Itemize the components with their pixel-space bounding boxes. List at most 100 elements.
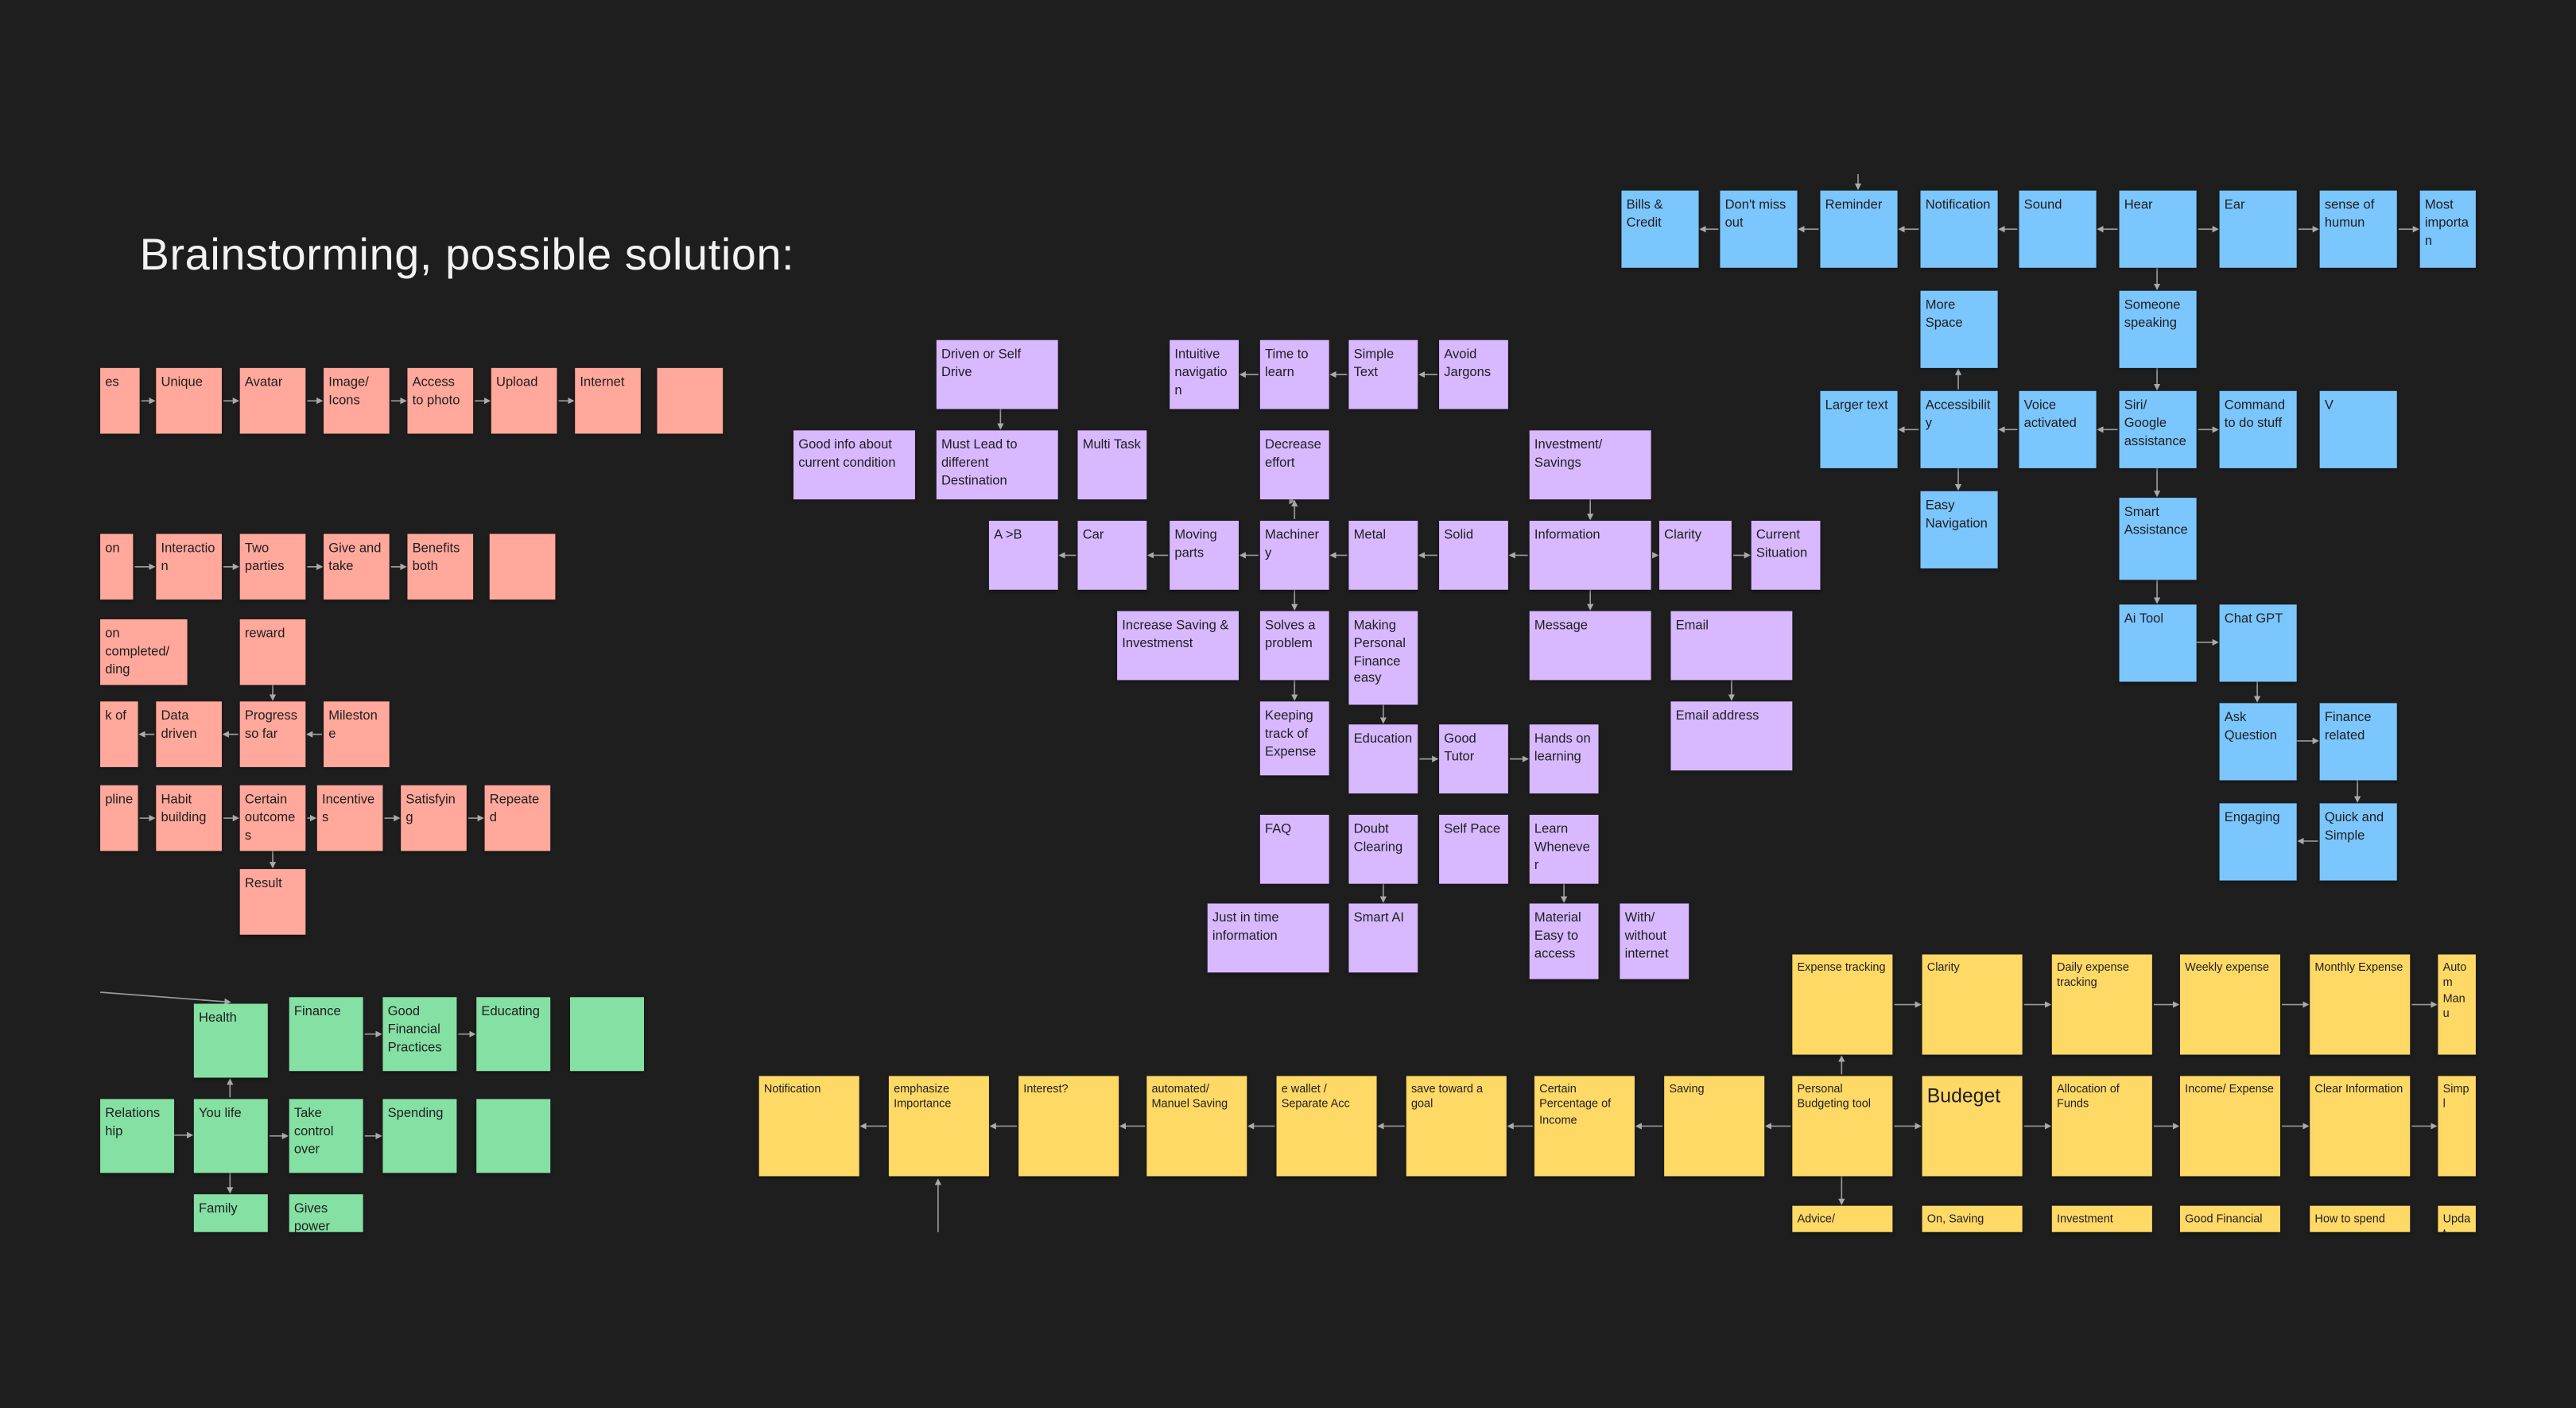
sticky-note: Incentives [316,785,383,851]
sticky-note: Sound [2019,190,2097,268]
sticky-note: Time to learn [1259,339,1329,409]
sticky-note: Solves a problem [1259,611,1329,681]
sticky-note: Notification [758,1076,859,1177]
sticky-note: Benefits both [407,533,474,600]
sticky-note: Machinery [1259,521,1329,590]
sticky-note: Monthly Expense [2310,954,2411,1055]
sticky-note: on completed/ ding [100,619,188,685]
sticky-note: emphasize Importance [888,1076,989,1177]
sticky-note: Learn Whenever [1529,814,1599,884]
sticky-note: Certain Percentage of Income [1534,1076,1635,1177]
sticky-note: Solid [1439,521,1508,590]
sticky-note: Command to do stuff [2219,390,2297,468]
sticky-note: Interaction [156,533,222,600]
sticky-note: Autom Manu [2438,954,2476,1055]
sticky-note: How to spend [2310,1205,2411,1232]
sticky-note: Smart Assistance [2119,498,2197,580]
sticky-note: V [2319,390,2397,468]
sticky-note: Don't miss out [1720,190,1798,268]
sticky-note: Moving parts [1170,521,1239,590]
sticky-note: Saving [1664,1076,1765,1177]
sticky-note: e wallet / Separate Acc [1276,1076,1377,1177]
sticky-note: Habit building [156,785,222,851]
sticky-note: Ask Question [2219,703,2297,781]
sticky-note: Clarity [1922,954,2023,1055]
sticky-note: Income/ Expense [2179,1076,2281,1177]
sticky-note: A >B [988,521,1058,590]
empty-note [489,533,556,600]
sticky-note: Smart AI [1348,903,1418,973]
sticky-note: Notification [1920,190,1998,268]
sticky-note: On, Saving [1922,1205,2023,1232]
sticky-note: Multi Task [1077,430,1147,500]
sticky-note: Decrease effort [1259,430,1329,500]
sticky-note: Self Pace [1439,814,1508,884]
sticky-note: k of [100,701,138,767]
sticky-note: Interest? [1018,1076,1119,1177]
sticky-note: Good Financial Practices [382,997,457,1072]
sticky-note: Quick and Simple [2319,803,2397,881]
sticky-note: Relations hip [100,1099,175,1173]
sticky-note: Car [1077,521,1147,590]
sticky-note: Educating [476,997,551,1072]
sticky-note: Unique [156,367,222,434]
sticky-note: Education [1348,724,1418,794]
sticky-note: Finance [289,997,363,1072]
sticky-note: Simple Text [1348,339,1418,409]
sticky-note: Avatar [239,367,306,434]
sticky-note: sense of humun [2319,190,2397,268]
empty-note [657,367,724,434]
connector [99,991,231,1006]
sticky-note: Clear Information [2310,1076,2411,1177]
sticky-note: Reminder [1820,190,1898,268]
sticky-note: Two parties [239,533,306,600]
sticky-note: Budeget [1922,1076,2023,1177]
sticky-note: Material Easy to access [1529,903,1599,979]
sticky-note: Clarity [1658,521,1732,590]
sticky-note: Message [1529,611,1651,681]
sticky-note: Driven or Self Drive [936,339,1058,409]
sticky-note: reward [239,619,306,685]
sticky-note: Finance related [2319,703,2397,781]
sticky-note: Keeping track of Expense [1259,701,1329,776]
sticky-note: Hands on learning [1529,724,1599,794]
sticky-note: Updat [2438,1205,2476,1232]
sticky-note: Email [1670,611,1793,681]
sticky-note: Increase Saving & Investmenst [1117,611,1239,681]
sticky-note: FAQ [1259,814,1329,884]
sticky-note: Accessibility [1920,390,1998,468]
sticky-note: Ai Tool [2119,604,2197,682]
sticky-note: Larger text [1820,390,1898,468]
sticky-note: Investment/ Savings [1529,430,1651,500]
sticky-note: Current Situation [1751,521,1821,590]
sticky-note: Image/ Icons [324,367,390,434]
sticky-note: More Space [1920,290,1998,368]
sticky-note: With/ without internet [1620,903,1690,979]
empty-note [476,1099,551,1173]
sticky-note: es [100,367,140,434]
sticky-note: Certain outcomes [239,785,306,851]
sticky-note: Access to photo [407,367,474,434]
sticky-note: Investment [2051,1205,2152,1232]
sticky-note: Spending [382,1099,457,1173]
sticky-note: Most importan [2419,190,2476,268]
sticky-note: Engaging [2219,803,2297,881]
sticky-note: Satisfying [401,785,467,851]
sticky-note: Must Lead to different Destination [936,430,1058,500]
sticky-note: Intuitive navigation [1170,339,1239,409]
sticky-note: Result [239,869,306,935]
sticky-note: Data driven [156,701,222,767]
sticky-note: Doubt Clearing [1348,814,1418,884]
sticky-note: Just in time information [1207,903,1329,973]
sticky-note: Internet [575,367,641,434]
sticky-note: Chat GPT [2219,604,2297,682]
sticky-note: automated/ Manuel Saving [1146,1076,1247,1177]
sticky-note: Give and take [324,533,390,600]
sticky-note: Easy Navigation [1920,491,1998,568]
sticky-note: Allocation of Funds [2051,1076,2152,1177]
sticky-note: Family [193,1194,268,1232]
sticky-note: Health [193,1003,268,1078]
sticky-note: save toward a goal [1406,1076,1507,1177]
